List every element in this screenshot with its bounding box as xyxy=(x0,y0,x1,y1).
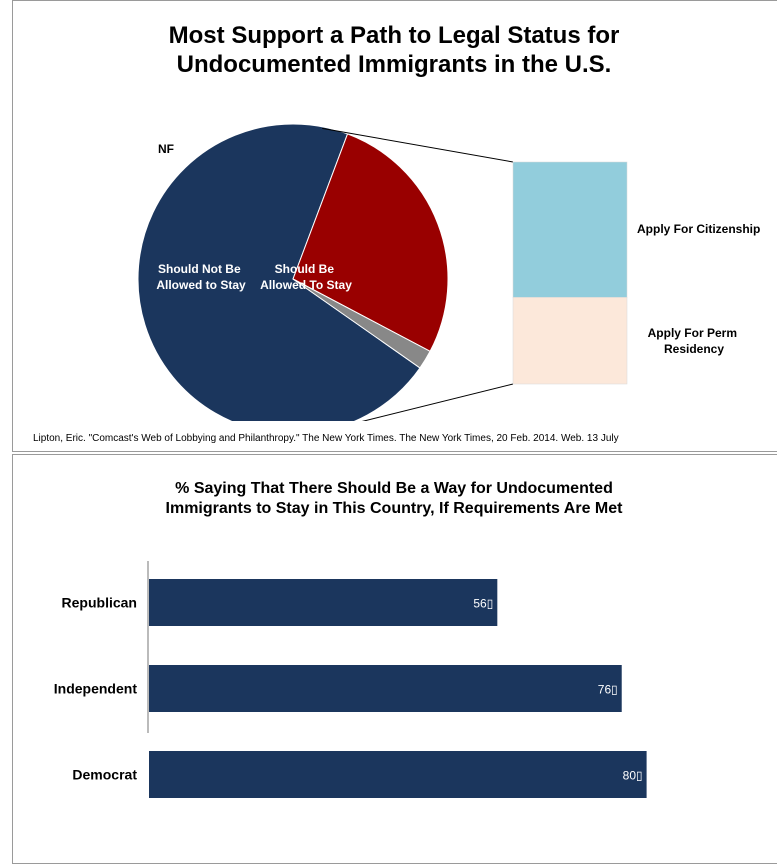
slice-label-stay-line2: Allowed To Stay xyxy=(260,278,352,292)
breakdown-segment-perm-residency xyxy=(512,297,628,385)
bar-chart-panel: % Saying That There Should Be a Way for … xyxy=(12,454,777,864)
bar-chart-svg: Republican 56▯ Independent 76▯ Democrat 80▯ xyxy=(54,561,647,798)
pie-slice-stay xyxy=(137,123,421,421)
slice-label-nf: NF xyxy=(158,142,174,156)
connector-line-bottom xyxy=(361,383,514,421)
bar-chart-title-line2: Immigrants to Stay in This Country, If R… xyxy=(165,500,623,517)
bars: Republican 56▯ Independent 76▯ Democrat 80▯ xyxy=(54,579,647,798)
slice-label-stay: Should Be Allowed To Stay xyxy=(260,262,352,292)
breakdown-segment-citizenship xyxy=(512,161,628,298)
bar-chart-title-line1: % Saying That There Should Be a Way for … xyxy=(175,480,613,497)
breakdown-bar xyxy=(512,161,628,385)
pie-chart-title: Most Support a Path to Legal Status for … xyxy=(13,21,775,79)
segment-label-perm-line1: Apply For Perm xyxy=(648,326,737,340)
slice-label-not-stay-line1: Should Not Be xyxy=(158,262,241,276)
pie-slices xyxy=(137,123,449,421)
category-label-independent: Independent xyxy=(54,681,138,697)
bar-republican xyxy=(149,579,498,626)
slice-label-not-stay: Should Not Be Allowed to Stay xyxy=(156,262,246,292)
segment-label-citizenship: Apply For Citizenship xyxy=(637,222,760,236)
pie-chart-svg: Should Be Allowed To Stay Should Not Be … xyxy=(137,123,760,421)
segment-label-perm-line2: Residency xyxy=(664,342,724,356)
bar-independent xyxy=(149,665,622,712)
pie-slice-nf xyxy=(292,278,431,369)
value-label-independent: 76▯ xyxy=(598,683,618,697)
pie-chart-title-line1: Most Support a Path to Legal Status for xyxy=(168,22,620,49)
category-label-democrat: Democrat xyxy=(72,767,137,783)
category-label-republican: Republican xyxy=(62,595,137,611)
value-label-republican: 56▯ xyxy=(473,597,493,611)
value-label-democrat: 80▯ xyxy=(623,769,643,783)
pie-slice-not-stay xyxy=(292,133,449,352)
pie-chart-panel: Most Support a Path to Legal Status for … xyxy=(12,0,777,452)
connector-line-top xyxy=(322,127,514,163)
segment-label-perm-residency: Apply For Perm Residency xyxy=(648,326,741,356)
source-citation: Lipton, Eric. "Comcast's Web of Lobbying… xyxy=(33,433,619,444)
pie-chart-title-line2: Undocumented Immigrants in the U.S. xyxy=(176,51,612,78)
bar-democrat xyxy=(149,751,647,798)
slice-label-not-stay-line2: Allowed to Stay xyxy=(156,278,246,292)
bar-chart-title: % Saying That There Should Be a Way for … xyxy=(13,479,775,519)
slice-label-stay-line1: Should Be xyxy=(275,262,335,276)
